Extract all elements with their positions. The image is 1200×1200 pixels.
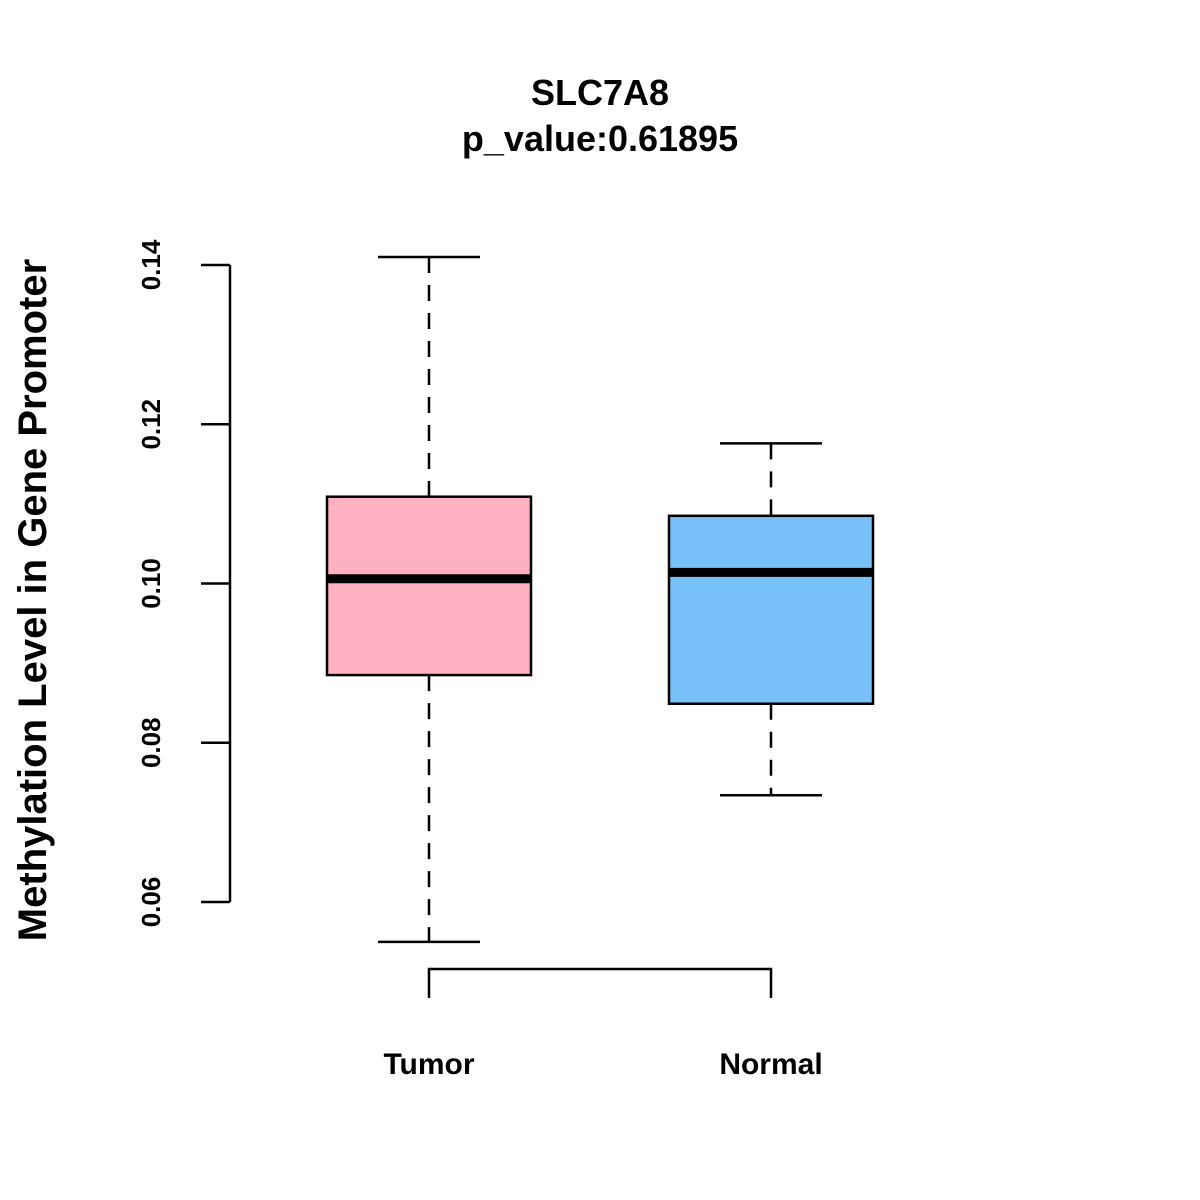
chart-title: SLC7A8 (531, 72, 669, 113)
y-axis: 0.06 0.08 0.10 0.12 0.14 (136, 239, 232, 928)
bracket-line (427, 967, 773, 998)
box-group-tumor (325, 255, 533, 944)
box-iqr (325, 495, 533, 677)
y-tick-label: 0.14 (136, 239, 166, 290)
y-tick-label: 0.12 (136, 399, 166, 450)
x-tick-label-tumor: Tumor (383, 1048, 474, 1081)
y-axis-label: Methylation Level in Gene Promoter (11, 259, 55, 941)
box-group-normal (667, 442, 875, 797)
y-tick-label: 0.10 (136, 558, 166, 609)
box-iqr (667, 514, 875, 705)
y-tick-label: 0.06 (136, 877, 166, 928)
boxes (325, 255, 875, 944)
chart-subtitle: p_value:0.61895 (462, 118, 738, 159)
y-tick-label: 0.08 (136, 717, 166, 768)
x-tick-label-normal: Normal (719, 1048, 822, 1081)
x-axis-labels: Tumor Normal (383, 1048, 822, 1081)
comparison-bracket (427, 967, 773, 998)
